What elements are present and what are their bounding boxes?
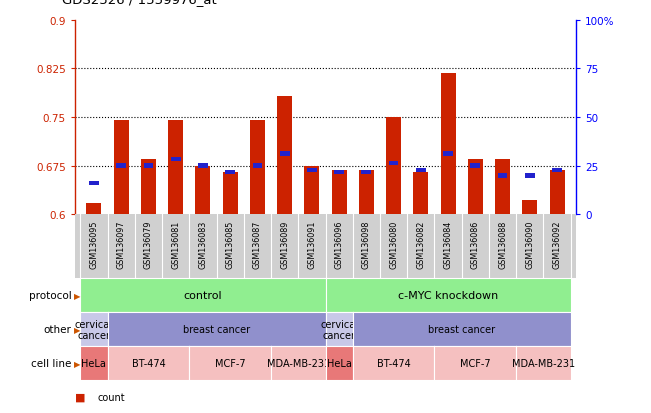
- Bar: [307, 169, 317, 173]
- Bar: [225, 171, 235, 175]
- Text: GSM136084: GSM136084: [443, 220, 452, 268]
- Bar: [144, 164, 153, 169]
- Bar: [87, 204, 102, 215]
- Bar: [413, 173, 428, 215]
- Text: GSM136081: GSM136081: [171, 220, 180, 268]
- Text: GSM136083: GSM136083: [199, 220, 208, 268]
- Text: breast cancer: breast cancer: [428, 325, 495, 335]
- Bar: [168, 121, 183, 215]
- Bar: [277, 96, 292, 215]
- Text: GSM136095: GSM136095: [89, 220, 98, 268]
- Text: GSM136091: GSM136091: [307, 220, 316, 268]
- Bar: [223, 173, 238, 215]
- Text: cervical
cancer: cervical cancer: [320, 319, 358, 340]
- Bar: [171, 157, 180, 162]
- Bar: [334, 171, 344, 175]
- Bar: [331, 171, 346, 215]
- Bar: [495, 160, 510, 215]
- Text: BT-474: BT-474: [132, 358, 165, 368]
- Bar: [416, 169, 426, 173]
- Bar: [141, 160, 156, 215]
- Text: breast cancer: breast cancer: [183, 325, 250, 335]
- Text: control: control: [184, 291, 222, 301]
- Bar: [359, 171, 374, 215]
- Bar: [525, 174, 534, 178]
- Bar: [498, 174, 507, 178]
- Text: HeLa: HeLa: [81, 358, 106, 368]
- Text: GSM136092: GSM136092: [553, 220, 562, 268]
- Bar: [89, 181, 99, 186]
- Bar: [468, 160, 483, 215]
- Bar: [549, 171, 564, 215]
- Bar: [522, 201, 537, 215]
- Text: GSM136080: GSM136080: [389, 220, 398, 268]
- Text: MCF-7: MCF-7: [215, 358, 245, 368]
- Text: GSM136089: GSM136089: [280, 220, 289, 268]
- Text: cell line: cell line: [31, 358, 72, 368]
- Text: GSM136096: GSM136096: [335, 220, 344, 268]
- Bar: [441, 74, 456, 215]
- Text: HeLa: HeLa: [327, 358, 352, 368]
- Text: protocol: protocol: [29, 291, 72, 301]
- Text: cervical
cancer: cervical cancer: [75, 319, 113, 340]
- Text: ▶: ▶: [74, 359, 81, 368]
- Text: ▶: ▶: [74, 291, 81, 300]
- Text: ■: ■: [75, 392, 85, 402]
- Bar: [280, 152, 290, 156]
- Text: c-MYC knockdown: c-MYC knockdown: [398, 291, 498, 301]
- Text: GSM136079: GSM136079: [144, 220, 153, 268]
- Bar: [198, 164, 208, 169]
- Bar: [195, 166, 210, 215]
- Bar: [253, 164, 262, 169]
- Text: GSM136090: GSM136090: [525, 220, 534, 268]
- Text: other: other: [44, 325, 72, 335]
- Text: GSM136087: GSM136087: [253, 220, 262, 268]
- Text: GSM136098: GSM136098: [362, 220, 371, 268]
- Bar: [552, 169, 562, 173]
- Bar: [361, 171, 371, 175]
- Text: MDA-MB-231: MDA-MB-231: [267, 358, 330, 368]
- Bar: [250, 121, 265, 215]
- Text: GSM136086: GSM136086: [471, 220, 480, 268]
- Text: ▶: ▶: [74, 325, 81, 334]
- Bar: [443, 152, 453, 156]
- Bar: [471, 164, 480, 169]
- Text: BT-474: BT-474: [377, 358, 411, 368]
- Text: GSM136097: GSM136097: [117, 220, 126, 268]
- Text: count: count: [98, 392, 125, 402]
- Bar: [114, 121, 129, 215]
- Text: GDS2526 / 1559976_at: GDS2526 / 1559976_at: [62, 0, 217, 6]
- Bar: [305, 166, 320, 215]
- Text: GSM136082: GSM136082: [417, 220, 425, 268]
- Text: MCF-7: MCF-7: [460, 358, 491, 368]
- Text: MDA-MB-231: MDA-MB-231: [512, 358, 575, 368]
- Bar: [389, 161, 398, 166]
- Bar: [386, 118, 401, 215]
- Bar: [117, 164, 126, 169]
- Text: GSM136085: GSM136085: [226, 220, 234, 268]
- Text: GSM136088: GSM136088: [498, 220, 507, 268]
